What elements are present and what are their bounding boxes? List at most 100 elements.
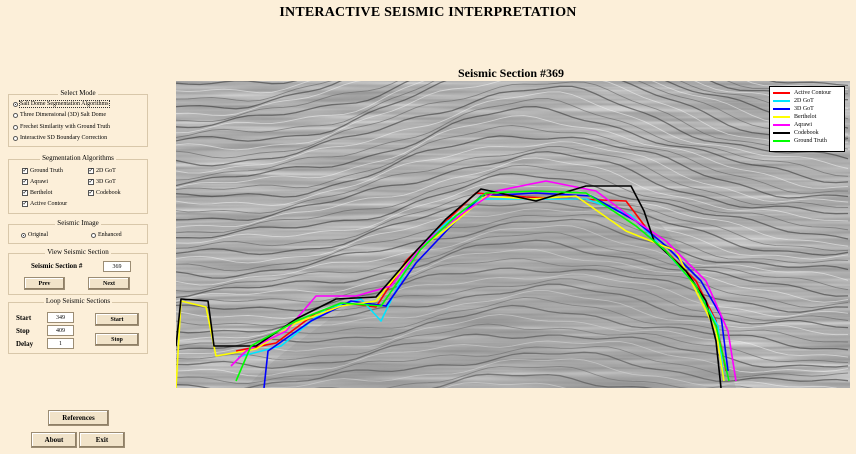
checkbox-3d-got[interactable]: ✓ 3D GoT xyxy=(88,179,116,185)
seismic-horizon xyxy=(176,81,849,94)
radio-selected-icon[interactable] xyxy=(21,232,26,238)
section-number-input[interactable]: 369 xyxy=(103,261,131,272)
checkbox-berthelot[interactable]: ✓ Berthelot xyxy=(22,190,52,196)
mode-option-label: Three Dimensional (3D) Salt Dome xyxy=(20,112,106,118)
seismic-horizon xyxy=(443,381,567,388)
segmentation-title: Segmentation Algorithms xyxy=(40,154,116,162)
mode-option-frechet[interactable]: Frechet Similarity with Ground Truth xyxy=(13,124,110,130)
legend-item-2d-got: 2D GoT xyxy=(773,98,814,104)
radio-selected-icon[interactable] xyxy=(13,101,18,107)
seismic-horizon xyxy=(176,157,849,228)
image-option-enhanced[interactable]: Enhanced xyxy=(91,232,122,238)
radio-icon[interactable] xyxy=(13,135,18,141)
seismic-horizon xyxy=(176,333,849,369)
prev-button[interactable]: Prev xyxy=(24,277,65,290)
checkbox-aqrawi[interactable]: ✓ Aqrawi xyxy=(22,179,48,185)
seismic-horizon xyxy=(176,323,849,364)
legend-label: Active Contour xyxy=(794,90,832,96)
seismic-horizon xyxy=(176,208,849,264)
seismic-horizon xyxy=(176,81,849,129)
mode-option-3d[interactable]: Three Dimensional (3D) Salt Dome xyxy=(13,112,106,118)
radio-icon[interactable] xyxy=(91,232,96,238)
seismic-horizon xyxy=(176,135,849,199)
seismic-horizon xyxy=(176,218,849,279)
seismic-horizon xyxy=(176,81,849,110)
checkbox-label: 3D GoT xyxy=(96,179,116,185)
seismic-horizon xyxy=(176,340,849,377)
select-mode-title: Select Mode xyxy=(58,89,98,97)
seismic-horizon xyxy=(176,151,849,221)
checkbox-label: Active Contour xyxy=(30,201,68,207)
loop-stop-label: Stop xyxy=(16,327,30,335)
seismic-horizon xyxy=(176,267,849,313)
ground-truth-line xyxy=(235,190,730,382)
mode-option-label: Interactive SD Boundary Correction xyxy=(20,135,108,141)
seismic-horizon xyxy=(176,81,849,117)
seismic-horizon xyxy=(176,258,849,308)
legend-swatch xyxy=(773,124,790,126)
seismic-horizon xyxy=(314,365,754,388)
checkbox-codebook[interactable]: ✓ Codebook xyxy=(88,190,121,196)
seismic-horizon xyxy=(176,141,849,207)
seismic-horizon xyxy=(176,81,849,144)
legend-item-codebook: Codebook xyxy=(773,130,819,136)
next-button[interactable]: Next xyxy=(88,277,130,290)
checkbox-2d-got[interactable]: ✓ 2D GoT xyxy=(88,168,116,174)
section-number-label: Seismic Section # xyxy=(31,262,83,270)
seismic-horizon xyxy=(176,296,849,347)
loop-delay-input[interactable]: 1 xyxy=(47,338,74,349)
checkmark-icon[interactable]: ✓ xyxy=(22,201,28,207)
boundary-contours xyxy=(176,180,737,388)
legend-swatch xyxy=(773,108,790,110)
checkbox-ground-truth[interactable]: ✓ Ground Truth xyxy=(22,168,63,174)
seismic-section-image[interactable] xyxy=(176,81,850,388)
checkmark-icon[interactable]: ✓ xyxy=(22,168,28,174)
image-option-original[interactable]: Original xyxy=(21,232,48,238)
radio-icon[interactable] xyxy=(13,124,18,130)
salt-dome-region xyxy=(246,187,736,388)
checkmark-icon[interactable]: ✓ xyxy=(88,179,94,185)
mode-option-salt-dome[interactable]: Salt Dome Segmentation Algorithms xyxy=(13,100,110,108)
legend-item-active-contour: Active Contour xyxy=(773,90,831,96)
checkbox-active-contour[interactable]: ✓ Active Contour xyxy=(22,201,67,207)
about-button[interactable]: About xyxy=(31,432,77,448)
checkmark-icon[interactable]: ✓ xyxy=(22,179,28,185)
legend-label: 2D GoT xyxy=(794,98,814,104)
seismic-horizon xyxy=(176,125,849,194)
view-section-title: View Seismic Section xyxy=(45,248,111,256)
seismic-horizon xyxy=(176,182,849,247)
legend-swatch xyxy=(773,132,790,134)
seismic-horizon xyxy=(176,81,849,135)
seismic-horizon xyxy=(176,91,849,174)
mode-option-label: Salt Dome Segmentation Algorithms xyxy=(19,100,110,108)
view-section-panel: View Seismic Section Seismic Section # 3… xyxy=(8,248,148,295)
seismic-horizon xyxy=(176,313,849,358)
seismic-horizon xyxy=(176,231,849,293)
checkmark-icon[interactable]: ✓ xyxy=(88,190,94,196)
seismic-horizon xyxy=(176,239,849,299)
legend-swatch xyxy=(773,100,790,102)
references-button[interactable]: References xyxy=(48,410,109,426)
loop-start-button[interactable]: Start xyxy=(95,313,139,326)
checkmark-icon[interactable]: ✓ xyxy=(22,190,28,196)
checkmark-icon[interactable]: ✓ xyxy=(88,168,94,174)
mode-option-interactive[interactable]: Interactive SD Boundary Correction xyxy=(13,135,107,141)
select-mode-panel: Select Mode Salt Dome Segmentation Algor… xyxy=(8,89,148,147)
seismic-horizon xyxy=(176,278,849,326)
loop-start-input[interactable]: 349 xyxy=(47,312,74,323)
checkbox-label: Ground Truth xyxy=(30,168,63,174)
legend-label: Berthelot xyxy=(794,114,817,120)
radio-icon[interactable] xyxy=(13,112,18,118)
legend-item-berthelot: Berthelot xyxy=(773,114,816,120)
seismic-horizon xyxy=(258,358,838,388)
legend-item-3d-got: 3D GoT xyxy=(773,106,814,112)
loop-stop-input[interactable]: 409 xyxy=(47,325,74,336)
seismic-horizon xyxy=(176,81,849,87)
exit-button[interactable]: Exit xyxy=(79,432,125,448)
legend-label: 3D GoT xyxy=(794,106,814,112)
loop-delay-label: Delay xyxy=(16,340,34,348)
checkbox-label: Aqrawi xyxy=(30,179,48,185)
legend-swatch xyxy=(773,92,790,94)
loop-stop-button[interactable]: Stop xyxy=(95,333,139,346)
seismic-horizon xyxy=(176,81,849,102)
